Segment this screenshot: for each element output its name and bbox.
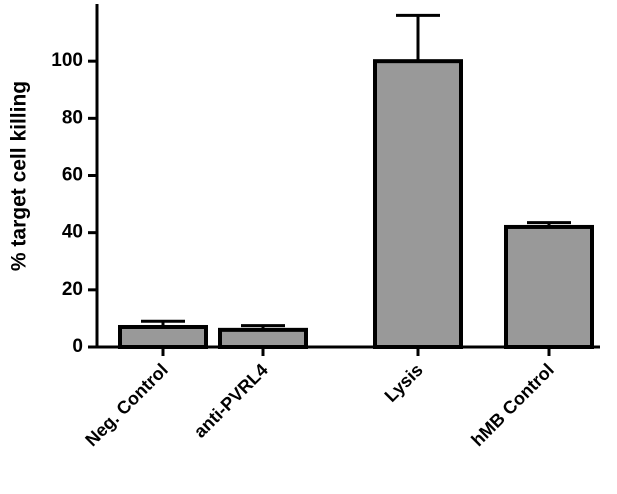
x-tick-label: Lysis [381, 360, 427, 406]
y-tick-label: 20 [62, 279, 83, 300]
x-tick-label: anti-PVRL4 [190, 360, 272, 442]
x-tick-label: hMB Control [467, 360, 557, 450]
bar [504, 224, 594, 349]
y-tick-label: 100 [51, 50, 83, 71]
y-tick-label: 60 [62, 165, 83, 186]
bar [373, 59, 463, 350]
y-tick-label: 0 [72, 336, 83, 357]
bar [118, 324, 208, 350]
bar [218, 327, 308, 350]
y-axis-title: % target cell killing [8, 81, 31, 271]
x-tick-label: Neg. Control [81, 360, 172, 451]
y-tick-label: 40 [62, 222, 83, 243]
y-tick-label: 80 [62, 107, 83, 128]
